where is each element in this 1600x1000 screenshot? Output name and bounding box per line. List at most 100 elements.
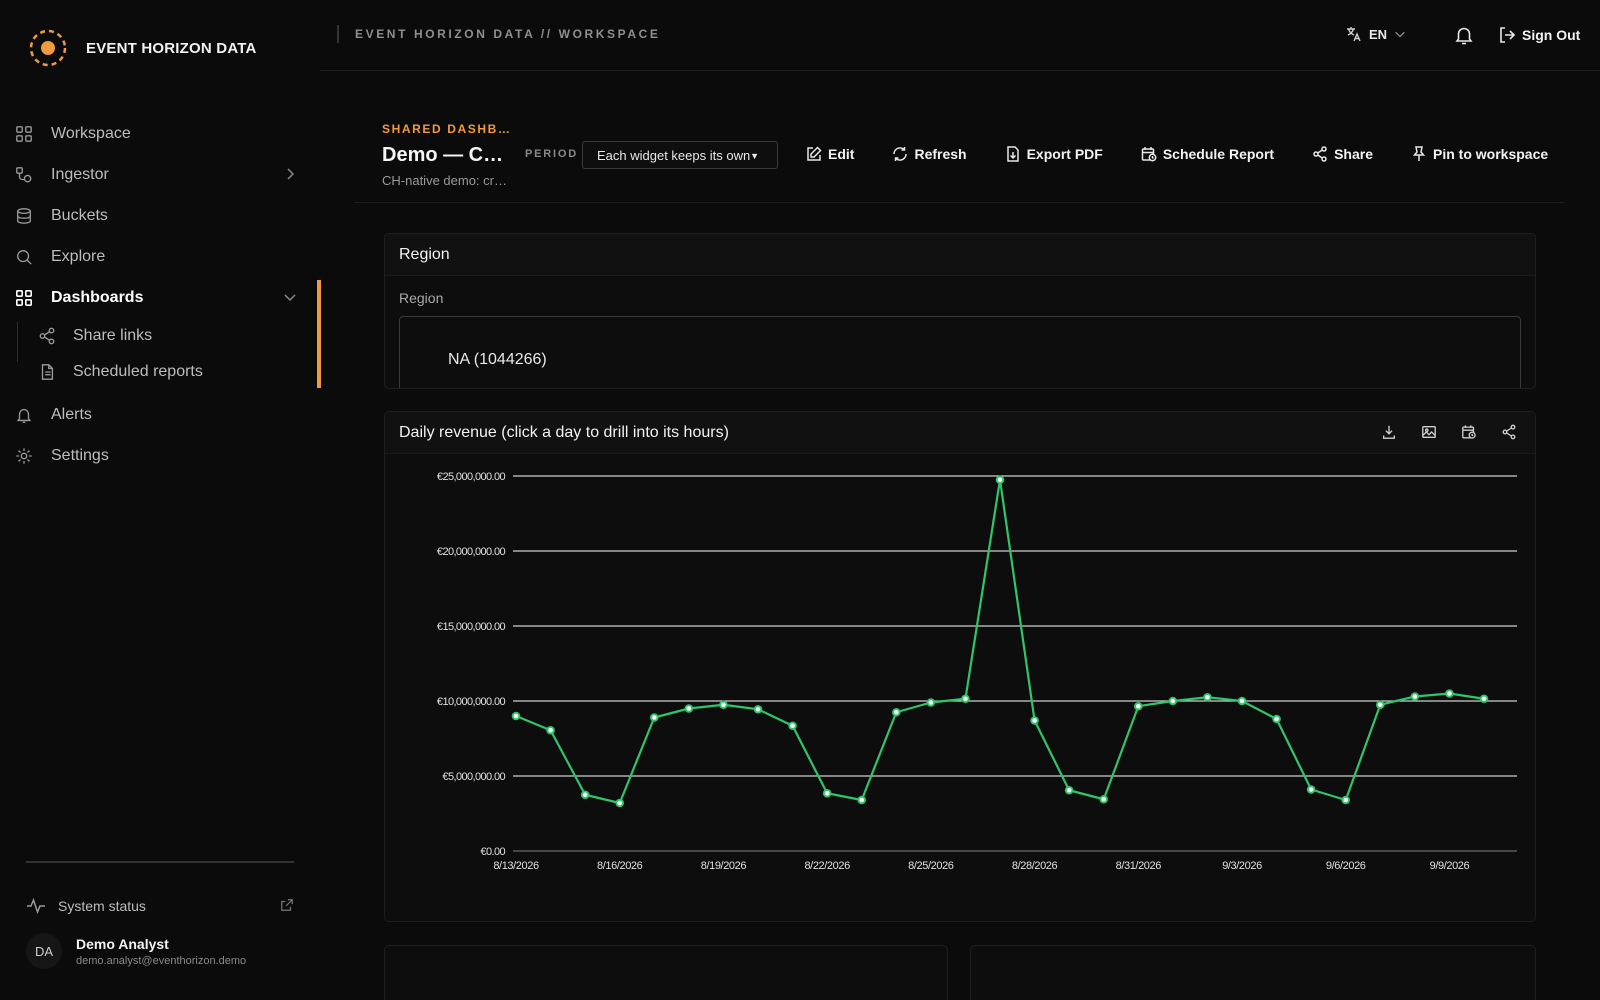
calendar-clock-icon [1141,147,1157,162]
sidebar-item-label: Alerts [51,405,92,423]
region-field-label: Region [399,290,444,306]
dashboard-grid-icon [14,288,34,308]
pin-icon [1412,146,1426,161]
x-tick-label: 8/31/2026 [1116,860,1162,872]
grid-icon [14,124,34,144]
notifications-bell-icon[interactable] [1453,24,1475,46]
sidebar-item-buckets[interactable]: Buckets [0,195,320,236]
data-point[interactable] [1030,716,1039,725]
data-point[interactable] [1306,785,1316,794]
region-filter-widget: Region Region NA (1044266) [384,233,1536,389]
data-point[interactable] [961,694,970,704]
flow-icon [14,165,34,185]
sidebar-item-label: Share links [73,327,153,344]
y-tick-label: €0.00 [480,846,505,858]
data-point[interactable] [546,725,555,735]
share-icon [1313,146,1327,162]
sidebar-nav: Workspace Ingestor Buckets Explore Da [0,113,320,476]
pin-to-workspace-button[interactable]: Pin to workspace [1411,144,1548,164]
data-point[interactable] [615,798,625,808]
sidebar-item-label: Settings [51,446,109,464]
data-point[interactable] [822,788,832,798]
language-selector[interactable]: EN [1345,25,1407,43]
external-link-icon [281,899,293,911]
sidebar-item-scheduled-reports[interactable]: Scheduled reports [0,354,320,390]
period-select[interactable]: Each widget keeps its own ▼ [582,141,778,169]
data-point[interactable] [580,790,590,800]
brand-name: EVENT HORIZON DATA [86,39,257,57]
sidebar-item-alerts[interactable]: Alerts [0,394,320,435]
data-point[interactable] [1133,701,1143,711]
chevron-down-icon [1395,31,1405,38]
user-profile[interactable]: DA Demo Analyst demo.analyst@eventhorizo… [26,933,246,969]
share-icon [38,327,56,345]
data-point[interactable] [1445,689,1454,698]
sidebar-item-workspace[interactable]: Workspace [0,113,320,154]
widget-toolbar [1381,424,1519,442]
data-point[interactable] [1410,692,1420,701]
region-option[interactable]: NA (1044266) [448,351,547,368]
refresh-icon [893,147,908,161]
schedule-report-button[interactable]: Schedule Report [1141,144,1274,164]
chevron-down-icon[interactable] [282,289,298,305]
daily-revenue-widget: Daily revenue (click a day to drill into… [384,411,1536,922]
series-line [515,478,1485,805]
widget-card-bottom-left [384,945,948,1000]
file-download-icon [1006,146,1019,162]
data-point[interactable] [1237,696,1247,706]
search-icon [14,247,34,267]
sidebar-item-share-links[interactable]: Share links [0,318,320,354]
data-point[interactable] [1168,696,1178,706]
data-point[interactable] [857,795,867,805]
data-point[interactable] [684,704,694,713]
calendar-clock-icon[interactable] [1461,424,1479,442]
page-title: Demo — Cross-source [382,144,507,166]
sign-out-button[interactable]: Sign Out [1498,26,1580,44]
daily-revenue-chart[interactable]: €0.00 €5,000,000.00 €10,000,000.00 €15,000,… [385,454,1536,922]
data-point[interactable] [1375,700,1385,710]
sidebar-item-settings[interactable]: Settings [0,435,320,476]
data-point[interactable] [1341,795,1351,805]
data-point[interactable] [753,704,763,714]
data-point[interactable] [891,707,901,717]
data-point[interactable] [1203,692,1212,702]
sidebar-item-ingestor[interactable]: Ingestor [0,154,320,195]
breadcrumb-divider [337,25,339,43]
data-point[interactable] [788,721,797,731]
data-point[interactable] [1479,694,1489,704]
data-point[interactable] [719,700,728,710]
data-point[interactable] [649,713,659,722]
export-pdf-button[interactable]: Export PDF [1005,144,1103,164]
brand[interactable]: EVENT HORIZON DATA [28,28,257,68]
data-point[interactable] [1099,794,1109,804]
x-tick-label: 9/3/2026 [1222,860,1262,872]
download-icon[interactable] [1381,424,1399,442]
system-status-link[interactable]: System status [26,896,294,916]
x-tick-label: 8/22/2026 [804,860,850,872]
sidebar-item-dashboards[interactable]: Dashboards [0,277,320,318]
chart-title: Daily revenue (click a day to drill into… [399,423,729,441]
image-icon[interactable] [1421,424,1439,442]
data-point[interactable] [995,475,1005,485]
x-tick-label: 8/16/2026 [597,860,643,872]
sidebar-item-label: Dashboards [51,288,144,306]
top-bar: EVENT HORIZON DATA // WORKSPACE EN Sign … [320,0,1600,71]
data-point[interactable] [926,698,936,707]
export-pdf-label: Export PDF [1026,146,1103,162]
x-tick-label: 9/6/2026 [1326,860,1366,872]
data-point[interactable] [1064,785,1074,795]
share-icon[interactable] [1501,424,1519,442]
share-label: Share [1334,146,1373,162]
database-icon [14,206,34,226]
x-tick-label: 8/19/2026 [701,860,747,872]
refresh-button[interactable]: Refresh [892,144,967,164]
translate-icon [1347,27,1361,42]
data-point[interactable] [1272,714,1281,724]
data-point[interactable] [511,711,521,721]
chevron-right-icon[interactable] [282,166,298,182]
share-button[interactable]: Share [1312,144,1373,164]
region-select-list[interactable]: NA (1044266) [399,316,1521,388]
x-tick-label: 8/25/2026 [908,860,954,872]
edit-button[interactable]: Edit [806,144,854,164]
sidebar-item-explore[interactable]: Explore [0,236,320,277]
